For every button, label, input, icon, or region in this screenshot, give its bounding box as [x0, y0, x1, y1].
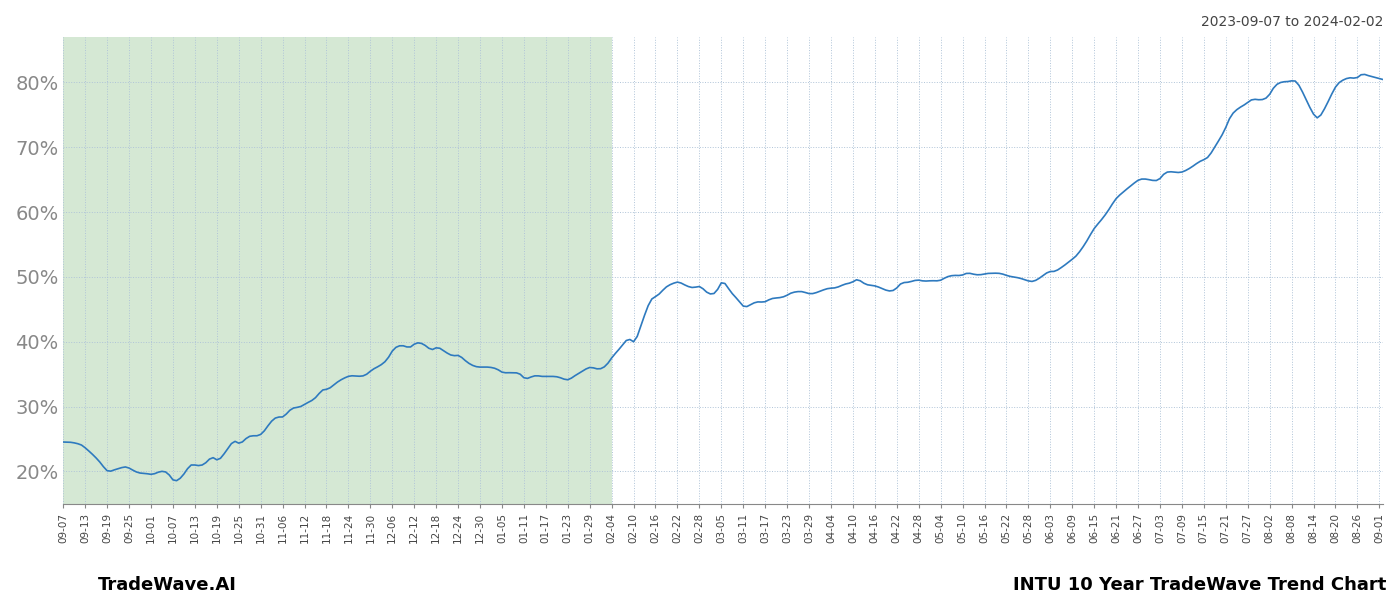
Bar	[63, 37, 612, 504]
Text: TradeWave.AI: TradeWave.AI	[98, 576, 237, 594]
Text: 2023-09-07 to 2024-02-02: 2023-09-07 to 2024-02-02	[1201, 15, 1383, 29]
Text: INTU 10 Year TradeWave Trend Chart: INTU 10 Year TradeWave Trend Chart	[1012, 576, 1386, 594]
